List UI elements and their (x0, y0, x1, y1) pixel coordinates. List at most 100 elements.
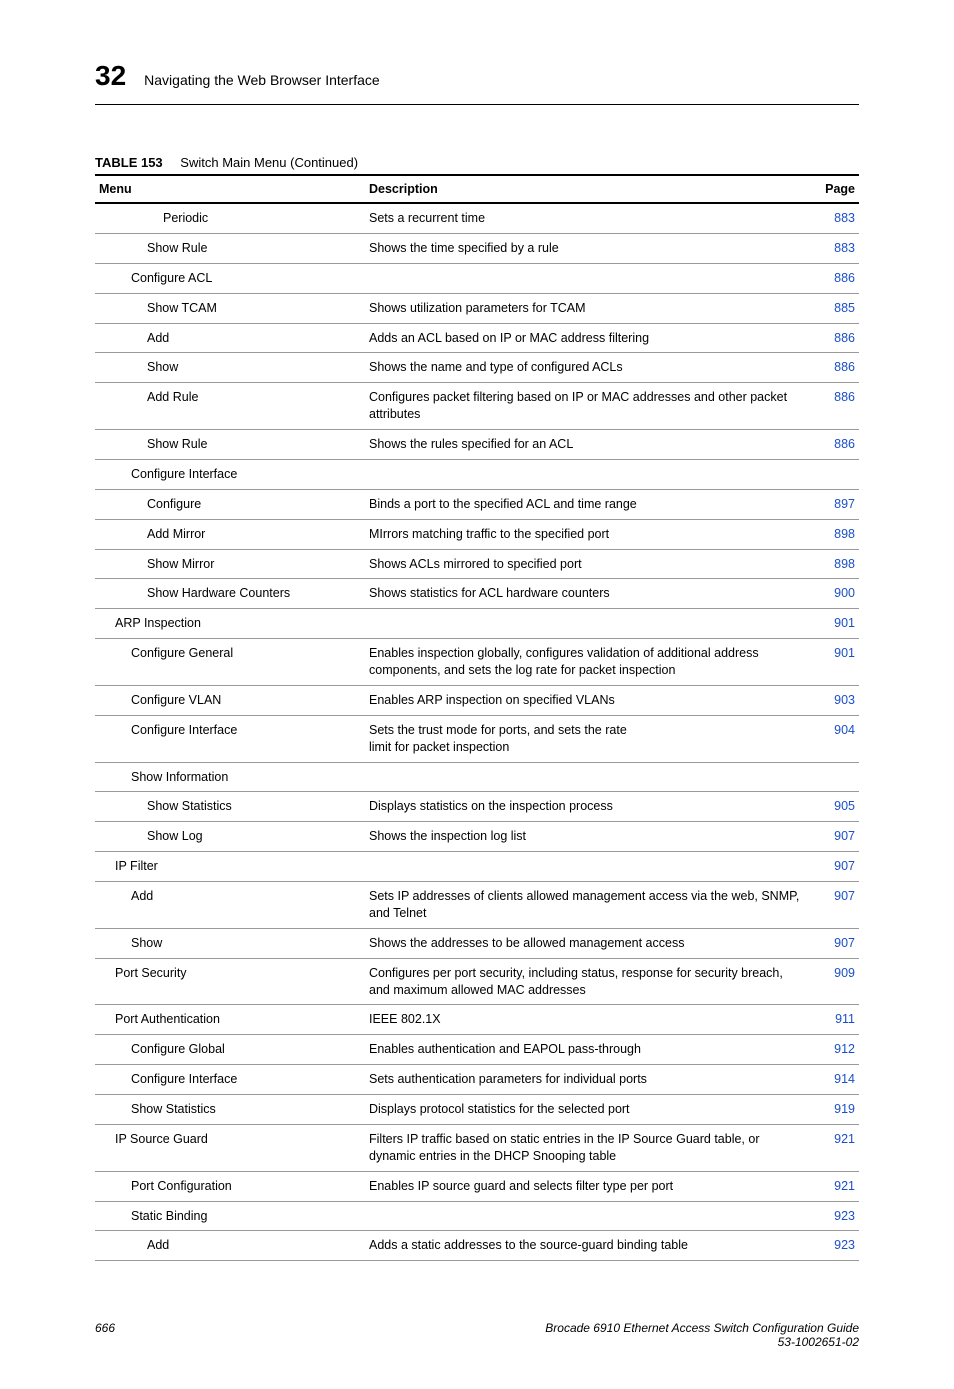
col-header-menu: Menu (95, 175, 365, 203)
menu-cell: Periodic (95, 203, 365, 233)
description-cell: Enables inspection globally, configures … (365, 639, 809, 686)
page-link[interactable]: 921 (834, 1132, 855, 1146)
table-row: Show TCAMShows utilization parameters fo… (95, 293, 859, 323)
page-link[interactable]: 886 (834, 390, 855, 404)
page-link[interactable]: 905 (834, 799, 855, 813)
page-link[interactable]: 883 (834, 211, 855, 225)
menu-label: Port Security (99, 965, 361, 982)
page-link[interactable]: 886 (834, 437, 855, 451)
description-cell: Adds a static addresses to the source-gu… (365, 1231, 809, 1261)
page-cell: 909 (809, 958, 859, 1005)
table-row: Show Hardware CountersShows statistics f… (95, 579, 859, 609)
page-link[interactable]: 912 (834, 1042, 855, 1056)
page-link[interactable]: 886 (834, 331, 855, 345)
footer-page-number: 666 (95, 1321, 115, 1349)
description-cell: Sets authentication parameters for indiv… (365, 1065, 809, 1095)
page-link[interactable]: 901 (834, 616, 855, 630)
page-link[interactable]: 911 (835, 1012, 855, 1026)
page-link[interactable]: 923 (834, 1209, 855, 1223)
page-link[interactable]: 897 (834, 497, 855, 511)
page-link[interactable]: 903 (834, 693, 855, 707)
menu-cell: Show TCAM (95, 293, 365, 323)
table-body: PeriodicSets a recurrent time883Show Rul… (95, 203, 859, 1261)
page-link[interactable]: 907 (834, 889, 855, 903)
page-cell: 898 (809, 519, 859, 549)
table-row: Port ConfigurationEnables IP source guar… (95, 1171, 859, 1201)
menu-cell: Static Binding (95, 1201, 365, 1231)
table-row: Port SecurityConfigures per port securit… (95, 958, 859, 1005)
description-cell: Binds a port to the specified ACL and ti… (365, 489, 809, 519)
page-cell: 923 (809, 1231, 859, 1261)
menu-cell: ARP Inspection (95, 609, 365, 639)
page-link[interactable]: 907 (834, 859, 855, 873)
page-link[interactable]: 898 (834, 527, 855, 541)
menu-label: Show Rule (99, 240, 361, 257)
menu-cell: Configure Global (95, 1035, 365, 1065)
page-link[interactable]: 914 (834, 1072, 855, 1086)
description-cell: Shows the inspection log list (365, 822, 809, 852)
menu-label: Configure Interface (99, 722, 361, 739)
page-link[interactable]: 907 (834, 829, 855, 843)
description-cell: Configures per port security, including … (365, 958, 809, 1005)
chapter-number: 32 (95, 60, 126, 92)
menu-label: IP Filter (99, 858, 361, 875)
table-row: Show RuleShows the time specified by a r… (95, 233, 859, 263)
table-row: IP Source GuardFilters IP traffic based … (95, 1124, 859, 1171)
page-link[interactable]: 909 (834, 966, 855, 980)
page-link[interactable]: 921 (834, 1179, 855, 1193)
page-link[interactable]: 901 (834, 646, 855, 660)
menu-cell: Add Mirror (95, 519, 365, 549)
menu-cell: Show Statistics (95, 1095, 365, 1125)
page-cell: 911 (809, 1005, 859, 1035)
menu-label: ARP Inspection (99, 615, 361, 632)
table-caption-text: Switch Main Menu (Continued) (180, 155, 358, 170)
menu-label: Show (99, 359, 361, 376)
menu-label: Add (99, 888, 361, 905)
page-cell: 886 (809, 383, 859, 430)
menu-cell: Show Statistics (95, 792, 365, 822)
table-row: Configure Interface (95, 459, 859, 489)
description-cell: Enables authentication and EAPOL pass-th… (365, 1035, 809, 1065)
page-link[interactable]: 886 (834, 360, 855, 374)
menu-label: Show Information (99, 769, 361, 786)
description-cell (365, 1201, 809, 1231)
page-link[interactable]: 885 (834, 301, 855, 315)
table-caption: TABLE 153 Switch Main Menu (Continued) (95, 155, 859, 170)
menu-cell: Show Rule (95, 233, 365, 263)
page-link[interactable]: 923 (834, 1238, 855, 1252)
menu-label: Port Authentication (99, 1011, 361, 1028)
page-cell: 886 (809, 430, 859, 460)
page-link[interactable]: 919 (834, 1102, 855, 1116)
page-link[interactable]: 886 (834, 271, 855, 285)
page-link[interactable]: 904 (834, 723, 855, 737)
menu-cell: Port Security (95, 958, 365, 1005)
page-link[interactable]: 900 (834, 586, 855, 600)
description-cell: Shows the time specified by a rule (365, 233, 809, 263)
table-row: Configure InterfaceSets the trust mode f… (95, 715, 859, 762)
menu-cell: Configure General (95, 639, 365, 686)
menu-cell: Show (95, 928, 365, 958)
col-header-description: Description (365, 175, 809, 203)
menu-label: Show Log (99, 828, 361, 845)
col-header-page: Page (809, 175, 859, 203)
menu-cell: Configure ACL (95, 263, 365, 293)
page-cell: 903 (809, 685, 859, 715)
page-link[interactable]: 907 (834, 936, 855, 950)
table-row: IP Filter 907 (95, 852, 859, 882)
description-cell: Displays statistics on the inspection pr… (365, 792, 809, 822)
page-header: 32 Navigating the Web Browser Interface (95, 60, 859, 105)
page-cell (809, 459, 859, 489)
menu-cell: Show Hardware Counters (95, 579, 365, 609)
page-link[interactable]: 898 (834, 557, 855, 571)
page-cell: 912 (809, 1035, 859, 1065)
table-row: Configure GeneralEnables inspection glob… (95, 639, 859, 686)
table-row: Show MirrorShows ACLs mirrored to specif… (95, 549, 859, 579)
menu-cell: Configure Interface (95, 459, 365, 489)
menu-label: Configure Interface (99, 1071, 361, 1088)
page-cell: 905 (809, 792, 859, 822)
page-link[interactable]: 883 (834, 241, 855, 255)
menu-label: Static Binding (99, 1208, 361, 1225)
table-row: Show RuleShows the rules specified for a… (95, 430, 859, 460)
table-row: ARP Inspection 901 (95, 609, 859, 639)
table-row: Configure VLANEnables ARP inspection on … (95, 685, 859, 715)
